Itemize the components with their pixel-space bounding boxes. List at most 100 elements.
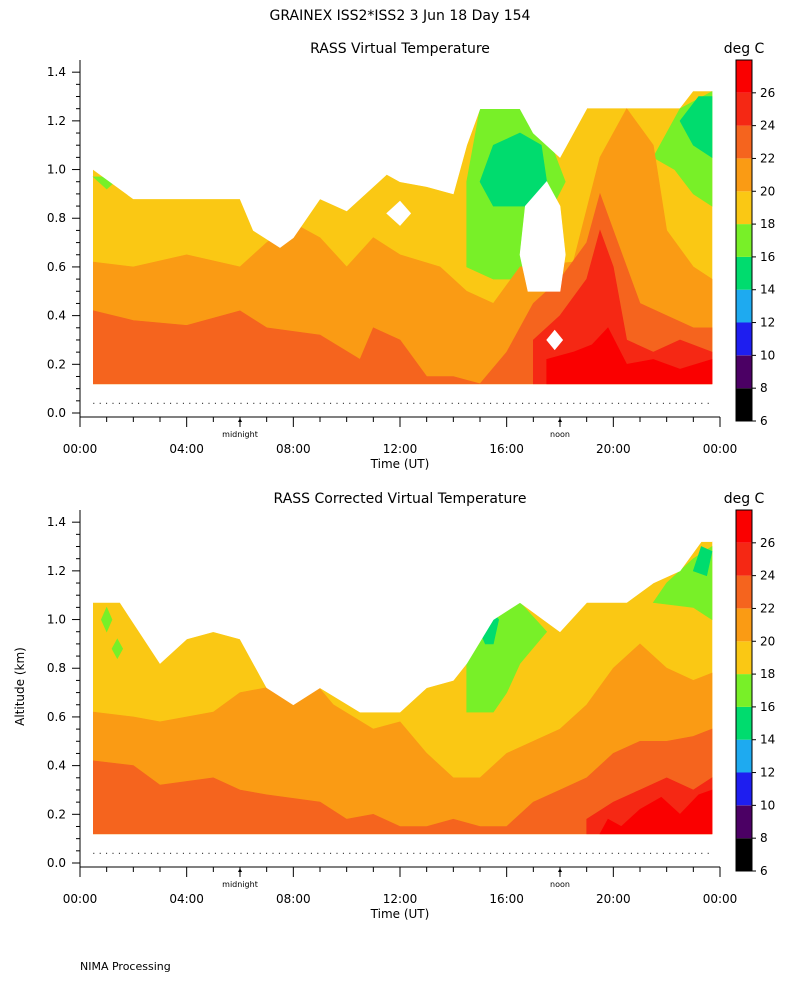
range-gate-dot: [330, 852, 332, 854]
y-tick-label: 1.2: [47, 564, 66, 578]
range-gate-dot: [573, 852, 575, 854]
range-gate-dot: [323, 402, 325, 404]
range-gate-dot: [509, 402, 511, 404]
range-gate-dot: [182, 402, 184, 404]
range-gate-dot: [560, 852, 562, 854]
range-gate-dot: [413, 852, 415, 854]
range-gate-dot: [624, 402, 626, 404]
colorbar-tick-label: 26: [760, 86, 775, 100]
range-gate-dot: [304, 402, 306, 404]
range-gate-dot: [624, 852, 626, 854]
range-gate-dot: [477, 402, 479, 404]
range-gate-dot: [355, 852, 357, 854]
range-gate-dot: [157, 402, 159, 404]
range-gate-dot: [445, 402, 447, 404]
range-gate-dot: [285, 402, 287, 404]
range-gate-dot: [310, 402, 312, 404]
footer-note: NIMA Processing: [80, 960, 171, 973]
range-gate-dot: [573, 402, 575, 404]
marker-arrow-midnight: [238, 418, 242, 422]
range-gate-dot: [426, 852, 428, 854]
y-tick-label: 0.8: [47, 211, 66, 225]
range-gate-dot: [278, 402, 280, 404]
range-gate-dot: [234, 852, 236, 854]
range-gate-dot: [419, 852, 421, 854]
colorbar-tick-label: 22: [760, 151, 775, 165]
range-gate-dot: [701, 402, 703, 404]
range-gate-dot: [240, 852, 242, 854]
range-gate-dot: [522, 402, 524, 404]
colorbar-tick-label: 20: [760, 184, 775, 198]
panel-rass-corrected-virtual-temperature: 0.0 0.2 0.4 0.6 0.8 1.0 1.2 1.4 00:00 04:00 08:00 1…: [13, 491, 775, 921]
range-gate-dot: [374, 852, 376, 854]
range-gate-dot: [502, 402, 504, 404]
range-gate-dot: [298, 852, 300, 854]
missing-data-area: [93, 71, 588, 248]
range-gate-dot: [662, 402, 664, 404]
marker-label-noon: noon: [550, 880, 570, 889]
colorbar-tick-label: 24: [760, 569, 775, 583]
range-gate-dot: [195, 402, 197, 404]
x-tick-label: 20:00: [596, 442, 631, 456]
range-gate-dot: [445, 852, 447, 854]
colorbar-swatch-10: [736, 322, 752, 356]
range-gate-dot: [400, 852, 402, 854]
range-gate-dot: [189, 852, 191, 854]
range-gate-dot: [259, 402, 261, 404]
y-tick-label: 0.6: [47, 260, 66, 274]
range-gate-dot: [394, 852, 396, 854]
range-gate-dot: [131, 402, 133, 404]
range-gate-dot: [547, 402, 549, 404]
range-gate-dot: [451, 402, 453, 404]
range-gate-dot: [291, 402, 293, 404]
colorbar-swatch-20: [736, 608, 752, 642]
y-tick-label: 0.4: [47, 759, 66, 773]
range-gate-dot: [675, 402, 677, 404]
range-gate-dot: [598, 402, 600, 404]
range-gate-dot: [317, 402, 319, 404]
figure-title: GRAINEX ISS2*ISS2 3 Jun 18 Day 154: [270, 8, 531, 24]
x-tick-label: 04:00: [169, 892, 204, 906]
colorbar-swatch-14: [736, 256, 752, 290]
range-gate-dot: [682, 402, 684, 404]
range-gate-dot: [630, 852, 632, 854]
y-tick-label: 1.2: [47, 114, 66, 128]
x-tick-label: 12:00: [383, 442, 418, 456]
x-tick-label: 04:00: [169, 442, 204, 456]
contour-region-20c: [93, 643, 713, 835]
range-gate-dot: [483, 852, 485, 854]
range-gate-dot: [106, 402, 108, 404]
panel-title: RASS Corrected Virtual Temperature: [274, 491, 527, 507]
range-gate-dot: [586, 852, 588, 854]
range-gate-dot: [458, 402, 460, 404]
colorbar-tick-label: 14: [760, 283, 775, 297]
range-gate-dot: [125, 852, 127, 854]
range-gate-dot: [643, 402, 645, 404]
range-gate-dot: [342, 852, 344, 854]
range-gate-dot: [304, 852, 306, 854]
range-gate-dot: [170, 402, 172, 404]
contour-region-24c: [532, 229, 713, 385]
range-gate-dot: [381, 402, 383, 404]
colorbar-tick-label: 22: [760, 601, 775, 615]
x-tick-label: 16:00: [489, 892, 524, 906]
range-gate-dot: [579, 852, 581, 854]
range-gate-dot: [694, 852, 696, 854]
range-gate-dot: [138, 402, 140, 404]
missing-data-area: [519, 181, 566, 292]
range-gate-dot: [362, 402, 364, 404]
range-gate-dot: [144, 402, 146, 404]
range-gate-dot: [323, 852, 325, 854]
x-tick-label: 00:00: [63, 442, 98, 456]
range-gate-dot: [522, 852, 524, 854]
range-gate-dot: [464, 402, 466, 404]
range-gate-dot: [176, 852, 178, 854]
range-gate-dot: [669, 402, 671, 404]
colorbar-swatch-26: [736, 510, 752, 543]
y-tick-label: 1.0: [47, 163, 66, 177]
colorbar-tick-label: 6: [760, 864, 768, 878]
range-gate-dot: [528, 402, 530, 404]
range-gate-dot: [106, 852, 108, 854]
marker-arrow-midnight: [238, 868, 242, 872]
range-gate-dot: [214, 852, 216, 854]
